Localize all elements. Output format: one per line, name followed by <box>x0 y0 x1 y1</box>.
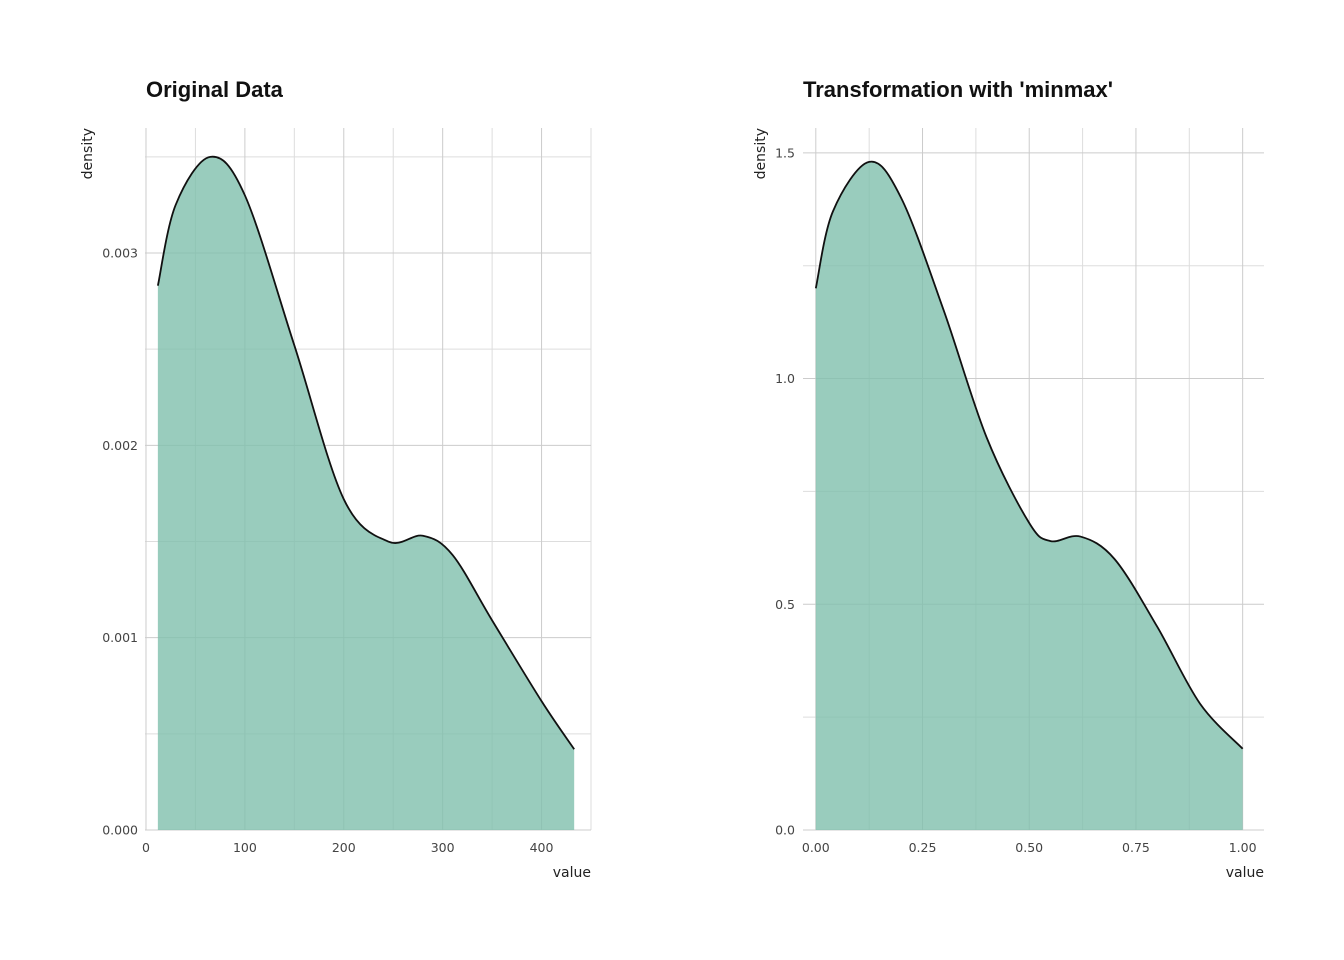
chart-title-minmax: Transformation with 'minmax' <box>803 77 1113 102</box>
axis-ticks: 0 100 200 300 400 0.000 0.001 0.002 0.003 <box>102 246 553 855</box>
x-tick-label: 400 <box>530 840 554 855</box>
density-area <box>157 156 575 830</box>
y-tick-label: 0.000 <box>102 823 138 838</box>
chart-title-original: Original Data <box>146 77 284 102</box>
x-tick-label: 300 <box>431 840 455 855</box>
y-axis-label: density <box>80 128 96 179</box>
y-tick-label: 0.002 <box>102 438 138 453</box>
x-tick-label: 0.50 <box>1015 840 1043 855</box>
y-tick-label: 0.003 <box>102 246 138 261</box>
x-tick-label: 0.25 <box>909 840 937 855</box>
x-tick-label: 0 <box>142 840 150 855</box>
x-tick-label: 200 <box>332 840 356 855</box>
density-area <box>815 161 1243 831</box>
x-tick-label: 1.00 <box>1229 840 1257 855</box>
density-line <box>156 155 575 750</box>
y-tick-label: 0.5 <box>775 597 795 612</box>
y-tick-label: 1.0 <box>775 371 795 386</box>
x-axis-label: value <box>553 865 591 881</box>
y-tick-label: 1.5 <box>775 145 795 160</box>
original-data-panel: Original Data 0 100 200 300 400 0.000 0.001 0.0… <box>80 77 592 881</box>
y-tick-label: 0.001 <box>102 630 138 645</box>
density-line <box>814 160 1244 750</box>
minmax-panel: Transformation with 'minmax' 0.00 0.25 0.5… <box>753 77 1264 881</box>
y-axis-label: density <box>753 128 769 179</box>
y-tick-label: 0.0 <box>775 823 795 838</box>
x-tick-label: 0.75 <box>1122 840 1150 855</box>
axis-ticks: 0.00 0.25 0.50 0.75 1.00 0.0 0.5 1.0 1.5 <box>775 145 1257 855</box>
x-tick-label: 0.00 <box>802 840 830 855</box>
x-axis-label: value <box>1226 865 1264 881</box>
x-tick-label: 100 <box>233 840 257 855</box>
